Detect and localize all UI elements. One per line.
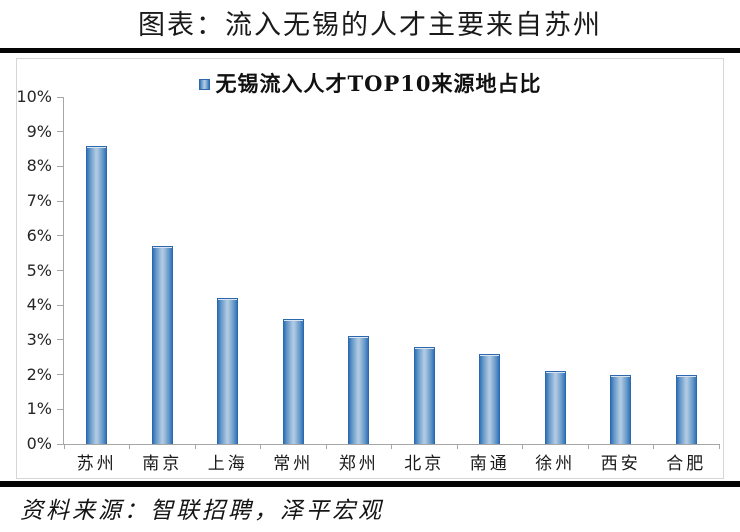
- y-axis-tick: [57, 304, 64, 306]
- bar-南京: [151, 246, 173, 444]
- bar-上海: [217, 298, 239, 444]
- chart-figure-title: 图表：流入无锡的人才主要来自苏州: [138, 10, 602, 41]
- bar-常州: [282, 319, 304, 444]
- x-axis-tick: [194, 444, 196, 449]
- bar-西安: [610, 374, 632, 444]
- legend-marker-icon: [198, 79, 210, 90]
- bar-南通: [479, 353, 501, 444]
- chart-legend: 无锡流入人才TOP10来源地占比: [17, 68, 723, 98]
- bar-合肥: [675, 374, 697, 444]
- x-axis-tick: [718, 444, 720, 449]
- y-axis-label: 8%: [26, 156, 52, 176]
- y-axis-label: 4%: [26, 295, 52, 315]
- y-axis-label: 10%: [16, 87, 52, 106]
- x-axis-label: 常州: [273, 454, 314, 474]
- chart-panel: 无锡流入人才TOP10来源地占比 0% 1% 2% 3% 4% 5% 6% 7% 8% 9% 10%…: [16, 58, 724, 479]
- x-axis-label: 合肥: [666, 454, 707, 474]
- bottom-divider-line: [0, 481, 740, 487]
- y-axis-tick: [57, 200, 64, 202]
- y-axis-label: 1%: [26, 399, 52, 419]
- y-axis-label: 6%: [26, 225, 52, 245]
- top-divider-line: [0, 48, 740, 53]
- x-axis-tick: [325, 444, 327, 449]
- plot-area: 0% 1% 2% 3% 4% 5% 6% 7% 8% 9% 10% 苏州 南京 上海 常州 郑州 北京 南通 徐州 西…: [16, 87, 720, 474]
- y-axis-tick: [57, 131, 64, 133]
- y-axis-tick: [57, 165, 64, 167]
- x-axis-tick: [129, 444, 130, 449]
- y-axis-tick: [57, 235, 64, 237]
- bar-苏州: [86, 145, 108, 444]
- x-axis-tick: [391, 444, 392, 449]
- legend-label: 无锡流入人才TOP10来源地占比: [215, 71, 542, 96]
- y-axis-label: 5%: [26, 260, 52, 280]
- bar-徐州: [544, 371, 566, 444]
- x-axis-label: 苏州: [76, 454, 117, 474]
- x-axis-label: 徐州: [535, 454, 576, 474]
- x-axis-tick: [260, 444, 261, 449]
- bar-郑州: [348, 336, 370, 444]
- y-axis-tick: [57, 374, 64, 376]
- x-axis-label: 南通: [469, 454, 510, 474]
- x-axis-label: 南京: [142, 454, 183, 474]
- x-axis-label: 郑州: [338, 454, 379, 474]
- y-axis-tick: [57, 339, 64, 341]
- x-axis-label: 北京: [404, 454, 445, 474]
- y-axis-label: 9%: [26, 121, 52, 141]
- x-axis-label: 西安: [600, 454, 641, 474]
- bar-北京: [413, 346, 435, 444]
- x-axis-tick: [63, 444, 65, 449]
- x-axis-label: 上海: [207, 454, 248, 474]
- x-axis-tick: [653, 444, 654, 449]
- source-attribution: 资料来源：智联招聘，泽平宏观: [20, 498, 384, 524]
- y-axis-label: 2%: [26, 364, 52, 384]
- y-axis-label: 0%: [26, 434, 52, 453]
- x-axis-tick: [587, 444, 589, 449]
- y-axis-tick: [57, 408, 64, 410]
- y-axis-label: 3%: [26, 329, 52, 349]
- y-axis-tick: [57, 96, 64, 98]
- y-axis-tick: [57, 270, 64, 271]
- y-axis-tick: [57, 443, 64, 445]
- y-axis-label: 7%: [26, 191, 52, 211]
- x-axis-tick: [456, 444, 458, 449]
- x-axis-tick: [522, 444, 523, 449]
